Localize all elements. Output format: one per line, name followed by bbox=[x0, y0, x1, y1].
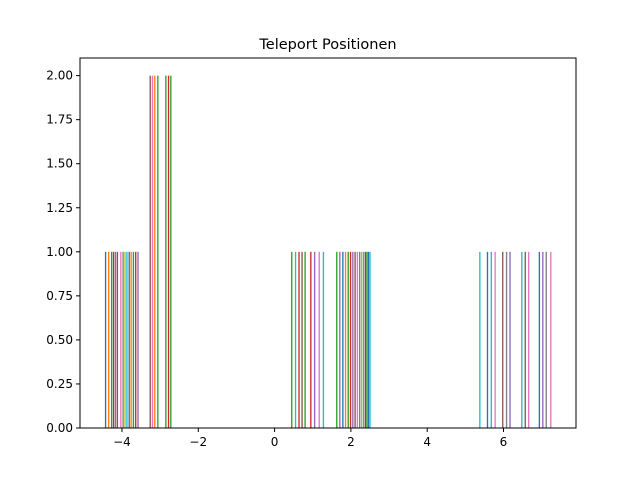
bar-17 bbox=[154, 75, 156, 429]
y-tick-label: 0.75 bbox=[46, 289, 73, 303]
bar-45 bbox=[367, 251, 370, 428]
y-tick-label: 0.00 bbox=[46, 421, 73, 435]
bar-2 bbox=[111, 251, 113, 428]
bar-53 bbox=[509, 251, 511, 428]
x-tick-label: 6 bbox=[500, 435, 508, 449]
y-tick-label: 0.50 bbox=[46, 333, 73, 347]
bars-group bbox=[104, 75, 552, 429]
bar-24 bbox=[298, 251, 300, 428]
bar-52 bbox=[505, 251, 508, 428]
bar-36 bbox=[349, 251, 352, 428]
bar-30 bbox=[322, 251, 325, 428]
y-tick-label: 1.75 bbox=[46, 113, 73, 127]
y-axis-ticks: 0.00 0.25 0.50 0.75 1.00 1.25 1.50 1.75 2.00 bbox=[46, 69, 80, 435]
y-tick-label: 1.00 bbox=[46, 245, 73, 259]
bar-32 bbox=[339, 251, 341, 428]
x-tick-label: 0 bbox=[271, 435, 279, 449]
chart-title: Teleport Positionen bbox=[258, 37, 396, 53]
bar-60 bbox=[550, 251, 552, 428]
bar-51 bbox=[502, 251, 504, 428]
bar-54 bbox=[521, 251, 523, 428]
x-tick-label: −2 bbox=[189, 435, 207, 449]
bar-31 bbox=[336, 251, 338, 428]
bar-39 bbox=[356, 251, 359, 428]
bar-44 bbox=[366, 251, 368, 428]
bar-8 bbox=[124, 251, 126, 428]
y-tick-label: 0.25 bbox=[46, 377, 73, 391]
bar-56 bbox=[528, 251, 530, 428]
x-axis-ticks: −4 −2 0 2 4 6 bbox=[113, 428, 507, 449]
bar-42 bbox=[362, 251, 365, 428]
bar-37 bbox=[352, 251, 354, 428]
bar-55 bbox=[524, 251, 526, 428]
bar-59 bbox=[545, 251, 547, 428]
y-tick-label: 1.50 bbox=[46, 157, 73, 171]
bar-5 bbox=[116, 251, 119, 428]
bar-3 bbox=[112, 251, 115, 428]
bar-22 bbox=[291, 251, 293, 428]
bar-15 bbox=[149, 75, 151, 429]
y-tick-label: 2.00 bbox=[46, 69, 73, 83]
bar-13 bbox=[135, 251, 137, 428]
bar-11 bbox=[130, 251, 132, 428]
bar-40 bbox=[359, 251, 361, 428]
bar-16 bbox=[151, 75, 154, 429]
bar-58 bbox=[542, 251, 544, 428]
bar-1 bbox=[107, 251, 110, 428]
bar-23 bbox=[294, 251, 297, 428]
y-tick-label: 1.25 bbox=[46, 201, 73, 215]
bar-14 bbox=[137, 251, 139, 428]
bar-26 bbox=[304, 251, 306, 428]
bar-48 bbox=[486, 251, 489, 428]
bar-35 bbox=[347, 251, 349, 428]
x-tick-label: 2 bbox=[347, 435, 355, 449]
x-tick-label: 4 bbox=[423, 435, 431, 449]
bar-6 bbox=[120, 251, 122, 428]
bar-0 bbox=[104, 251, 107, 428]
bar-28 bbox=[313, 251, 316, 428]
bar-50 bbox=[494, 251, 496, 428]
x-tick-label: −4 bbox=[113, 435, 131, 449]
bar-29 bbox=[318, 251, 320, 428]
bar-25 bbox=[301, 251, 303, 428]
bar-47 bbox=[479, 251, 481, 428]
plot-frame bbox=[79, 57, 577, 429]
bar-12 bbox=[132, 251, 135, 428]
bar-27 bbox=[310, 251, 312, 428]
bar-4 bbox=[114, 251, 117, 428]
bar-46 bbox=[369, 251, 371, 428]
bar-49 bbox=[490, 251, 492, 428]
bar-20 bbox=[167, 75, 170, 429]
bar-21 bbox=[170, 75, 172, 429]
bar-34 bbox=[344, 251, 347, 428]
bar-57 bbox=[538, 251, 541, 428]
bar-18 bbox=[157, 75, 159, 429]
bar-41 bbox=[360, 251, 363, 428]
bar-43 bbox=[364, 251, 367, 428]
bar-9 bbox=[126, 251, 128, 428]
bar-38 bbox=[354, 251, 356, 428]
bar-19 bbox=[165, 75, 167, 429]
bar-10 bbox=[128, 251, 130, 428]
bar-33 bbox=[342, 251, 344, 428]
bar-7 bbox=[122, 251, 124, 428]
